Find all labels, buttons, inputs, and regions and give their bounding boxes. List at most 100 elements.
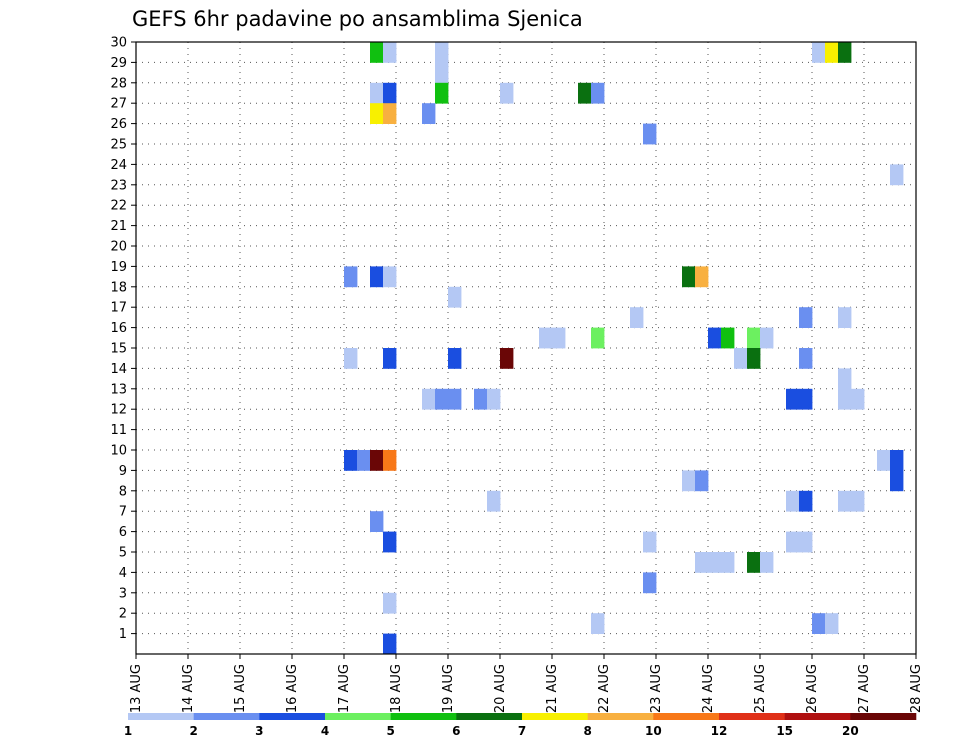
- y-tick-label: 26: [110, 117, 127, 132]
- precip-cell: [591, 613, 605, 634]
- colorbar: 1 2 3 4 5 6 7 8 10 12 15 20: [124, 713, 917, 738]
- precip-cell: [344, 266, 358, 288]
- precip-cell: [487, 388, 501, 410]
- y-tick-label: 7: [119, 505, 127, 520]
- y-tick-label: 8: [119, 484, 127, 499]
- precip-cell: [890, 164, 904, 186]
- y-tick-label: 20: [110, 240, 127, 255]
- precip-cell: [760, 552, 774, 573]
- x-tick-label: 14 AUG: [181, 664, 196, 713]
- y-tick-label: 24: [110, 158, 127, 173]
- precip-cell: [825, 42, 839, 63]
- precip-cell: [370, 103, 384, 124]
- colorbar-tick-label: 8: [583, 724, 591, 738]
- x-axis-ticks: 13 AUG 14 AUG 15 AUG 16 AUG 17 AUG 18 AUG 19 A…: [129, 654, 924, 713]
- precip-cell: [448, 348, 462, 369]
- y-tick-label: 6: [119, 525, 127, 540]
- y-tick-label: 13: [110, 382, 127, 397]
- precip-cell: [383, 531, 397, 553]
- precip-cell: [422, 103, 436, 124]
- precip-cell: [799, 531, 813, 553]
- colorbar-tick-label: 3: [255, 724, 263, 738]
- precip-cell: [838, 388, 852, 410]
- chart-title: GEFS 6hr padavine po ansamblima Sjenica: [132, 7, 583, 31]
- x-tick-label: 23 AUG: [649, 664, 664, 713]
- x-tick-label: 25 AUG: [753, 664, 768, 713]
- precip-cell: [825, 613, 839, 634]
- precip-cell: [734, 348, 748, 369]
- precip-cell: [721, 327, 735, 349]
- precip-cell: [383, 450, 397, 471]
- precip-cell: [643, 531, 657, 553]
- precip-cell: [422, 388, 436, 410]
- precip-cell: [851, 490, 865, 512]
- x-tick-label: 27 AUG: [857, 664, 872, 713]
- precip-cell: [448, 286, 462, 308]
- precip-cell: [838, 42, 852, 63]
- x-tick-label: 13 AUG: [129, 664, 144, 713]
- colorbar-segment: [850, 713, 917, 720]
- precip-cell: [890, 450, 904, 471]
- y-tick-label: 30: [110, 36, 127, 51]
- y-tick-label: 3: [119, 586, 127, 601]
- y-tick-label: 29: [110, 56, 127, 71]
- precipitation-cells: [344, 42, 904, 655]
- y-tick-label: 28: [110, 76, 127, 91]
- colorbar-tick-label: 2: [189, 724, 197, 738]
- y-tick-label: 14: [110, 362, 127, 377]
- precip-cell: [799, 490, 813, 512]
- colorbar-tick-label: 10: [645, 724, 662, 738]
- precip-cell: [786, 531, 800, 553]
- precip-cell: [799, 348, 813, 369]
- precip-cell: [435, 42, 449, 63]
- precip-cell: [435, 388, 449, 410]
- precip-cell: [695, 470, 709, 492]
- precip-cell: [838, 368, 852, 390]
- precip-cell: [383, 266, 397, 288]
- y-tick-label: 22: [110, 199, 127, 214]
- colorbar-tick-label: 20: [842, 724, 859, 738]
- x-tick-label: 28 AUG: [909, 664, 924, 713]
- precip-cell: [760, 327, 774, 349]
- y-tick-label: 1: [119, 627, 127, 642]
- colorbar-tick-label: 12: [711, 724, 728, 738]
- y-tick-label: 27: [110, 97, 127, 112]
- precip-cell: [370, 82, 384, 104]
- precip-cell: [786, 490, 800, 512]
- precip-cell: [357, 450, 371, 471]
- precip-cell: [383, 348, 397, 369]
- colorbar-tick-label: 1: [124, 724, 132, 738]
- precip-cell: [344, 450, 358, 471]
- precip-cell: [643, 123, 657, 145]
- x-tick-label: 22 AUG: [597, 664, 612, 713]
- precip-cell: [708, 552, 722, 573]
- precip-cell: [721, 552, 735, 573]
- precip-cell: [370, 450, 384, 471]
- y-tick-label: 4: [119, 566, 127, 581]
- y-tick-label: 15: [110, 342, 127, 357]
- precip-cell: [812, 613, 826, 634]
- precip-cell: [383, 82, 397, 104]
- precip-cell: [890, 470, 904, 492]
- colorbar-segment: [128, 713, 194, 720]
- x-tick-label: 19 AUG: [441, 664, 456, 713]
- x-tick-label: 21 AUG: [545, 664, 560, 713]
- precip-cell: [448, 388, 462, 410]
- precip-cell: [435, 62, 449, 84]
- y-tick-label: 10: [110, 444, 127, 459]
- precip-cell: [799, 388, 813, 410]
- colorbar-segment: [390, 713, 457, 720]
- precip-cell: [578, 82, 592, 104]
- precip-cell: [591, 327, 605, 349]
- colorbar-tick-label: 5: [386, 724, 394, 738]
- y-tick-label: 21: [110, 219, 127, 234]
- precip-cell: [799, 307, 813, 328]
- x-tick-label: 18 AUG: [389, 664, 404, 713]
- precip-cell: [500, 348, 514, 369]
- precip-cell: [591, 82, 605, 104]
- precip-cell: [383, 42, 397, 63]
- precip-cell: [643, 572, 657, 594]
- colorbar-tick-label: 15: [776, 724, 793, 738]
- precip-cell: [812, 42, 826, 63]
